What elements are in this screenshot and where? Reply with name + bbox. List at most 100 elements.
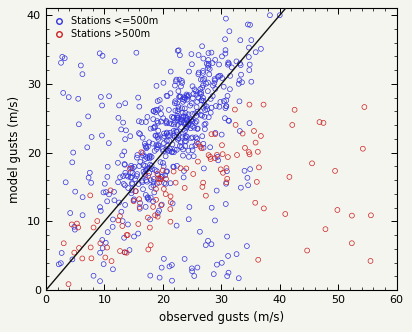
Point bbox=[190, 91, 197, 97]
Point bbox=[161, 131, 167, 136]
Point bbox=[170, 169, 177, 174]
Point bbox=[106, 192, 112, 197]
Point bbox=[143, 145, 150, 151]
Point bbox=[171, 115, 177, 120]
Point bbox=[189, 269, 195, 274]
Point bbox=[236, 128, 243, 134]
Point bbox=[153, 197, 159, 203]
Point bbox=[206, 61, 212, 66]
Point bbox=[97, 250, 103, 255]
Point bbox=[208, 205, 215, 210]
Point bbox=[102, 255, 109, 260]
Point bbox=[184, 97, 190, 102]
Point bbox=[136, 130, 142, 136]
Point bbox=[187, 126, 194, 131]
Point bbox=[226, 61, 232, 66]
Point bbox=[145, 166, 151, 171]
Point bbox=[219, 151, 226, 157]
Point bbox=[157, 159, 164, 165]
Point bbox=[161, 186, 167, 192]
Point bbox=[142, 143, 149, 149]
Point bbox=[200, 180, 206, 185]
Point bbox=[235, 81, 242, 87]
Point bbox=[140, 153, 146, 158]
Point bbox=[158, 203, 164, 208]
Point bbox=[332, 168, 338, 174]
Point bbox=[233, 251, 240, 257]
Point bbox=[119, 223, 126, 229]
Point bbox=[180, 114, 187, 119]
Point bbox=[185, 216, 192, 222]
Point bbox=[226, 29, 233, 34]
Point bbox=[154, 134, 161, 140]
Point bbox=[171, 133, 177, 138]
Point bbox=[121, 149, 128, 154]
Point bbox=[227, 87, 233, 92]
Point bbox=[136, 104, 143, 109]
Point bbox=[58, 60, 64, 65]
Point bbox=[104, 229, 111, 235]
Point bbox=[211, 76, 218, 82]
Point bbox=[135, 231, 141, 236]
Point bbox=[67, 210, 73, 216]
Point bbox=[190, 119, 196, 124]
Point bbox=[150, 179, 157, 185]
Point bbox=[224, 169, 230, 174]
Point bbox=[158, 111, 164, 117]
Point bbox=[235, 276, 242, 281]
Point bbox=[189, 135, 196, 140]
Point bbox=[84, 145, 91, 150]
Point bbox=[122, 162, 128, 167]
Point bbox=[179, 118, 186, 123]
Point bbox=[115, 160, 121, 165]
Point bbox=[198, 98, 205, 103]
Point bbox=[137, 201, 143, 206]
Point bbox=[216, 62, 222, 67]
Point bbox=[129, 188, 135, 193]
Point bbox=[147, 126, 154, 131]
Point bbox=[136, 205, 143, 210]
Point bbox=[234, 152, 240, 158]
Point bbox=[212, 86, 219, 92]
Point bbox=[179, 97, 186, 102]
Point bbox=[194, 159, 201, 164]
Point bbox=[131, 199, 137, 204]
Point bbox=[185, 121, 192, 126]
Point bbox=[187, 103, 193, 108]
Point bbox=[223, 181, 229, 186]
Point bbox=[176, 94, 183, 100]
Point bbox=[138, 120, 145, 125]
Point bbox=[252, 200, 259, 206]
Point bbox=[172, 83, 178, 88]
Point bbox=[98, 94, 104, 100]
Point bbox=[225, 270, 232, 275]
Point bbox=[72, 189, 79, 194]
Point bbox=[178, 124, 184, 130]
Point bbox=[204, 89, 211, 94]
Point bbox=[189, 147, 196, 153]
Point bbox=[180, 175, 187, 180]
Point bbox=[190, 153, 197, 159]
Point bbox=[140, 162, 147, 168]
Point bbox=[145, 247, 152, 252]
Point bbox=[107, 188, 114, 193]
Point bbox=[188, 51, 195, 57]
Point bbox=[61, 241, 67, 246]
Point bbox=[224, 234, 230, 239]
Point bbox=[152, 125, 158, 130]
Point bbox=[150, 108, 157, 114]
Point bbox=[111, 58, 118, 64]
Point bbox=[105, 140, 112, 146]
Point bbox=[197, 112, 204, 118]
Point bbox=[142, 163, 148, 169]
Point bbox=[191, 125, 197, 130]
Point bbox=[222, 106, 229, 111]
Point bbox=[238, 72, 244, 77]
Point bbox=[191, 273, 197, 279]
Point bbox=[156, 208, 162, 213]
Point bbox=[186, 119, 192, 124]
Point bbox=[239, 80, 245, 85]
Point bbox=[175, 89, 182, 94]
Point bbox=[148, 154, 155, 160]
Point bbox=[194, 265, 201, 270]
